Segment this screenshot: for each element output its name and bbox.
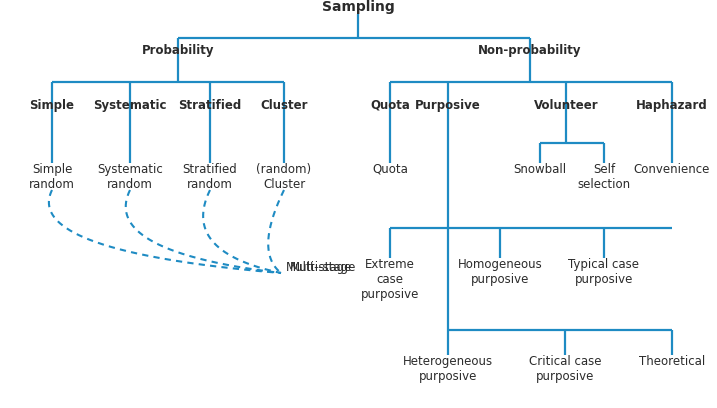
Text: Multi-stage: Multi-stage: [290, 262, 356, 275]
Text: Quota: Quota: [370, 99, 410, 112]
Text: Convenience: Convenience: [634, 163, 710, 176]
Text: Simple: Simple: [29, 99, 75, 112]
Text: Systematic: Systematic: [93, 99, 167, 112]
Text: Cluster: Cluster: [260, 99, 308, 112]
Text: Typical case
purposive: Typical case purposive: [569, 258, 640, 286]
Text: Non-probability: Non-probability: [478, 44, 581, 57]
Text: Purposive: Purposive: [415, 99, 481, 112]
Text: Theoretical: Theoretical: [639, 355, 705, 368]
Text: Stratified: Stratified: [179, 99, 242, 112]
Text: Systematic
random: Systematic random: [97, 163, 163, 191]
Text: Stratified
random: Stratified random: [183, 163, 237, 191]
Text: Heterogeneous
purposive: Heterogeneous purposive: [403, 355, 493, 383]
Text: Haphazard: Haphazard: [636, 99, 708, 112]
Text: Quota: Quota: [372, 163, 408, 176]
Text: Volunteer: Volunteer: [533, 99, 598, 112]
Text: Homogeneous
purposive: Homogeneous purposive: [457, 258, 542, 286]
Text: Snowball: Snowball: [513, 163, 566, 176]
Text: Multi-stage: Multi-stage: [286, 262, 352, 275]
Text: Critical case
purposive: Critical case purposive: [528, 355, 602, 383]
Text: Extreme
case
purposive: Extreme case purposive: [361, 258, 419, 301]
Text: Self
selection: Self selection: [577, 163, 630, 191]
Text: (random)
Cluster: (random) Cluster: [257, 163, 312, 191]
Text: Sampling: Sampling: [322, 0, 394, 14]
Text: Simple
random: Simple random: [29, 163, 75, 191]
Text: Probability: Probability: [142, 44, 214, 57]
